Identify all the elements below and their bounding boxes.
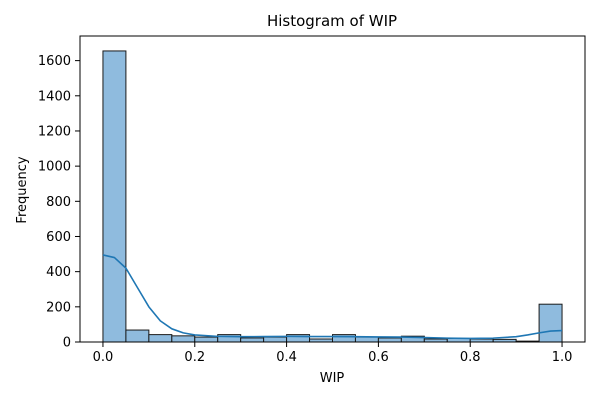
histogram-bar	[148, 334, 173, 343]
histogram-bar	[240, 337, 265, 343]
x-tick-label: 0.4	[276, 350, 297, 365]
chart-title: Histogram of WIP	[267, 12, 397, 30]
y-tick-label: 1200	[38, 124, 71, 139]
x-tick-label: 0.8	[460, 350, 481, 365]
y-tick-label: 0	[63, 336, 71, 351]
x-axis-ticks: 0.0 0.2 0.4 0.6 0.8 1.0	[93, 342, 573, 365]
histogram-bar	[354, 336, 379, 343]
plot-area: 0.0 0.2 0.4 0.6 0.8 1.0 0 200 400 600 800 1000 1200 1…	[38, 35, 586, 365]
x-axis-label: WIP	[320, 371, 345, 386]
x-tick-label: 1.0	[552, 350, 573, 365]
y-tick-label: 1600	[38, 54, 71, 69]
y-tick-label: 800	[46, 195, 71, 210]
y-tick-label: 400	[46, 265, 71, 280]
y-tick-label: 200	[46, 300, 71, 315]
y-tick-label: 600	[46, 230, 71, 245]
histogram-bar	[332, 334, 356, 343]
histogram-bar	[377, 337, 402, 343]
histogram-bar	[194, 336, 219, 343]
y-tick-label: 1000	[38, 160, 71, 175]
histogram-bar	[171, 335, 196, 343]
y-axis-label: Frequency	[15, 156, 30, 223]
histogram-bar	[102, 50, 127, 343]
y-tick-label: 1400	[38, 89, 71, 104]
x-tick-label: 0.6	[368, 350, 389, 365]
plot-frame	[79, 35, 586, 343]
x-tick-label: 0.0	[93, 350, 114, 365]
y-axis-ticks: 0 200 400 600 800 1000 1200 1400 1600	[38, 54, 80, 351]
histogram-bar	[538, 303, 563, 343]
bars	[102, 50, 563, 343]
x-tick-label: 0.2	[184, 350, 205, 365]
histogram-bar	[263, 336, 288, 343]
histogram-bar	[125, 329, 150, 343]
kde-line	[102, 254, 563, 340]
